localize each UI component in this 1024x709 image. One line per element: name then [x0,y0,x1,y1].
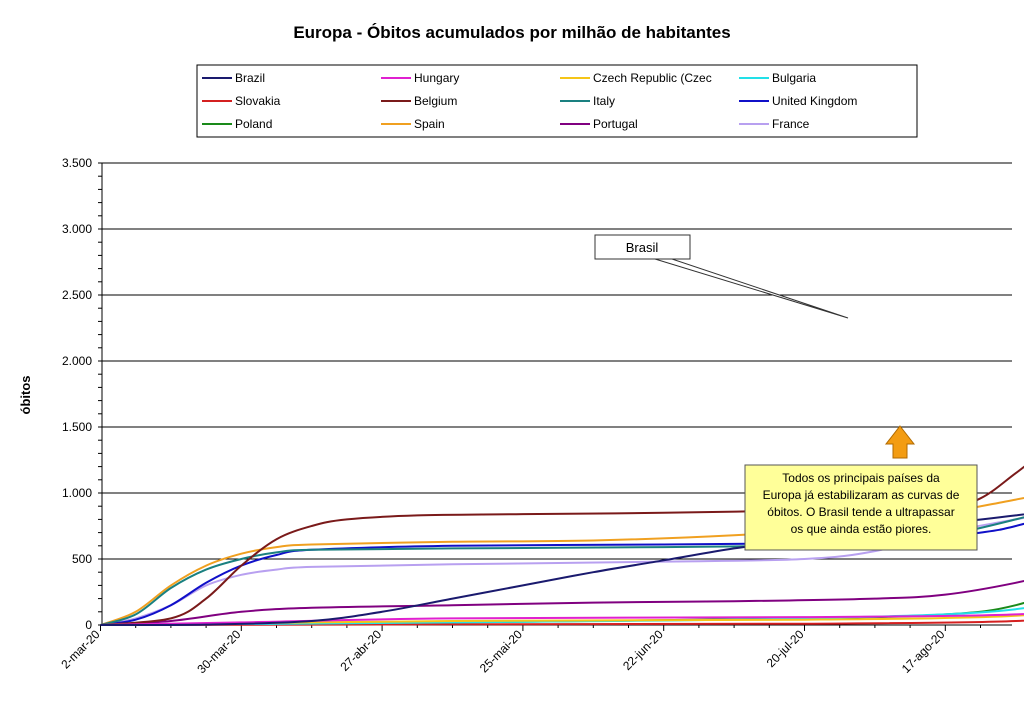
y-tick-label: 0 [85,618,92,632]
legend-label-bulgaria: Bulgaria [772,71,816,85]
brasil-callout: Brasil [594,234,849,319]
x-tick-label: 25-mai-20 [477,627,525,675]
series-line-slovakia [100,619,1024,626]
y-tick-label: 1.000 [62,486,92,500]
y-axis-label: óbitos [18,376,33,415]
up-arrow-icon [884,425,916,459]
brasil-label: Brasil [626,240,659,255]
y-tick-label: 500 [72,552,92,566]
note-line-3: óbitos. O Brasil tende a ultrapassar [767,505,954,519]
chart-title: Europa - Óbitos acumulados por milhão de… [293,23,730,42]
y-tick-label: 2.000 [62,354,92,368]
note-line-1: Todos os principais países da [782,471,940,485]
series-line-czech-republic-czec [100,614,1024,626]
series-line-hungary [100,612,1024,626]
legend-label-hungary: Hungary [414,71,459,85]
legend-label-united-kingdom: United Kingdom [772,94,857,108]
y-tick-label: 1.500 [62,420,92,434]
legend-box [196,64,918,138]
series-lines [100,465,1024,627]
legend-label-france: France [772,117,810,131]
legend-label-spain: Spain [414,117,445,131]
note-box [744,464,978,551]
legend-label-brazil: Brazil [235,71,265,85]
legend-label-portugal: Portugal [593,117,638,131]
y-tick-label: 3.000 [62,222,92,236]
note-line-4: os que ainda estão piores. [791,522,932,536]
series-line-italy [100,516,1024,626]
x-tick-label: 17-ago-20 [899,627,948,676]
legend-label-slovakia: Slovakia [235,94,281,108]
legend-label-belgium: Belgium [414,94,457,108]
legend: Brazil Hungary Czech Republic (Czec Bulgari… [196,64,918,138]
legend-label-czech-republic-czec: Czech Republic (Czec [593,71,712,85]
brasil-label-box [594,234,691,260]
x-tick-label: 2-mar-20 [58,627,103,672]
series-line-portugal [100,579,1024,626]
series-line-united-kingdom [100,522,1024,626]
note-line-2: Europa já estabilizaram as curvas de [763,488,960,502]
legend-label-poland: Poland [235,117,272,131]
y-tick-label: 3.500 [62,156,92,170]
x-tick-label: 20-jul-20 [764,627,807,670]
x-tick-label: 30-mar-20 [194,627,243,676]
x-tick-label: 27-abr-20 [338,627,385,674]
y-tick-label: 2.500 [62,288,92,302]
x-tick-label: 22-jun-20 [620,627,666,673]
series-line-bulgaria [100,607,1024,626]
series-line-belgium [100,465,1024,626]
series-line-brazil [100,513,1024,627]
y-tick-labels: 0 500 1.000 1.500 2.000 2.500 3.000 3.500 [62,156,92,632]
note-callout: Todos os principais países da Europa já … [744,425,978,551]
brasil-pointer [654,258,849,319]
x-tick-labels: 2-mar-20 30-mar-20 27-abr-20 25-mai-20 22-ju… [58,627,948,676]
legend-label-italy: Italy [593,94,615,108]
